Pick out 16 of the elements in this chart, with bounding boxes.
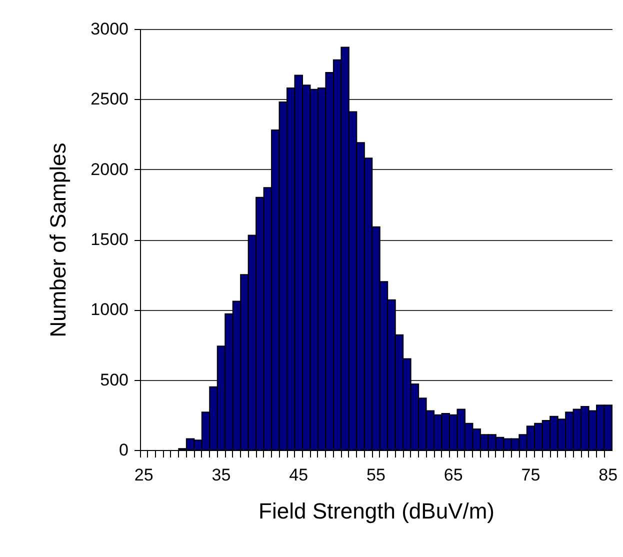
y-tick-label: 3000: [90, 20, 128, 38]
y-axis-title: Number of Samples: [46, 142, 71, 338]
x-tick-label: 35: [212, 466, 231, 484]
y-tick-label: 2000: [90, 160, 128, 179]
x-tick-label: 45: [289, 466, 308, 484]
x-tick-label: 25: [134, 466, 154, 484]
y-tick-label: 0: [119, 440, 128, 460]
x-tick-label: 55: [366, 466, 386, 484]
y-tick-label: 500: [100, 370, 128, 390]
y-tick-label: 2500: [90, 90, 128, 109]
y-tick-label: 1500: [90, 230, 128, 249]
x-tick-label: 85: [598, 466, 618, 484]
x-tick-label: 75: [521, 466, 540, 484]
x-tick-label: 65: [444, 466, 463, 484]
y-tick-label: 1000: [90, 300, 128, 320]
x-axis-title: Field Strength (dBuV/m): [258, 498, 494, 524]
